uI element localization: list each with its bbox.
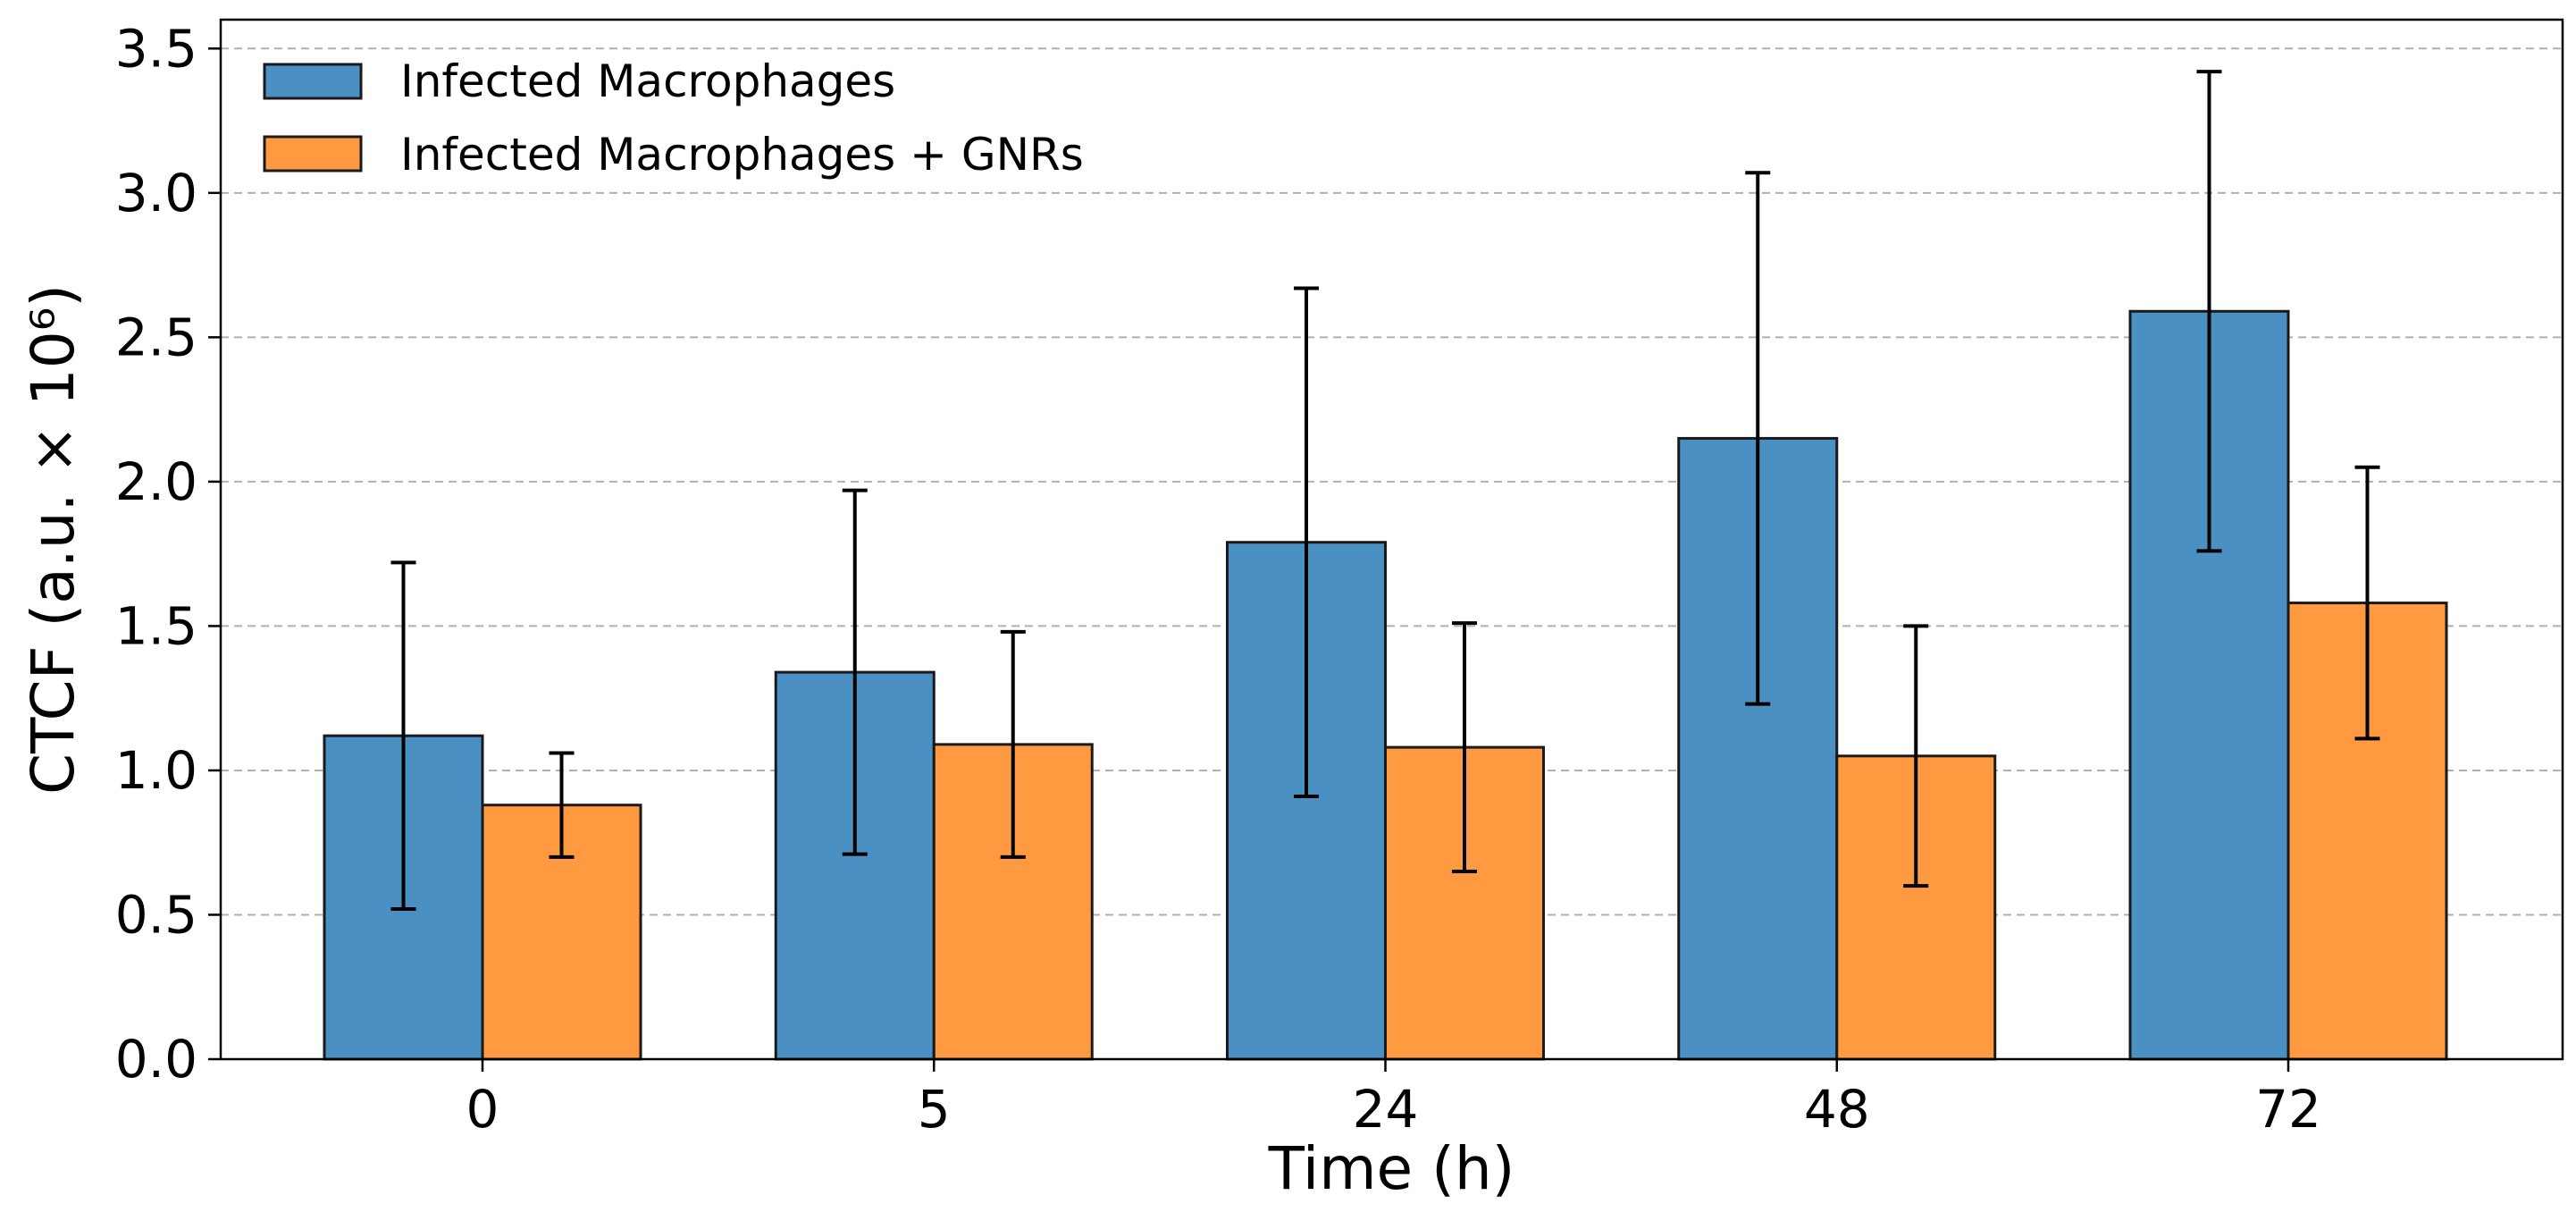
x-tick-label-72: 72: [2255, 1079, 2321, 1140]
y-tick-label: 2.0: [115, 451, 197, 512]
y-axis-title: CTCF (a.u. × 10⁶): [19, 284, 88, 795]
y-tick-label: 0.0: [115, 1029, 197, 1090]
y-tick-label: 3.0: [115, 163, 197, 223]
x-tick-label-5: 5: [918, 1079, 951, 1140]
y-tick-label: 0.5: [115, 884, 197, 945]
x-axis-ticks: 0 5 24 48 72: [466, 1059, 2321, 1140]
y-tick-label: 1.5: [115, 595, 197, 656]
y-tick-label: 3.5: [115, 18, 197, 79]
legend-swatch-infected-macrophages: [263, 63, 363, 100]
x-tick-label-48: 48: [1804, 1079, 1870, 1140]
y-axis-ticks: 0.0 0.5 1.0 1.5 2.0 2.5 3.0 3.5: [115, 18, 221, 1090]
x-axis-title: Time (h): [1268, 1134, 1515, 1203]
legend-swatch-infected-macrophages-gnrs: [263, 135, 363, 173]
error-bars: [390, 70, 2380, 912]
bars: [323, 309, 2448, 1061]
legend: Infected Macrophages Infected Macrophage…: [263, 55, 1084, 181]
x-tick-label-24: 24: [1353, 1079, 1419, 1140]
y-tick-label: 2.5: [115, 307, 197, 367]
x-tick-label-0: 0: [466, 1079, 499, 1140]
legend-label-infected-macrophages: Infected Macrophages: [400, 55, 895, 107]
y-tick-label: 1.0: [115, 740, 197, 801]
plot-frame: [219, 18, 2564, 1061]
legend-label-infected-macrophages-gnrs: Infected Macrophages + GNRs: [400, 129, 1084, 181]
